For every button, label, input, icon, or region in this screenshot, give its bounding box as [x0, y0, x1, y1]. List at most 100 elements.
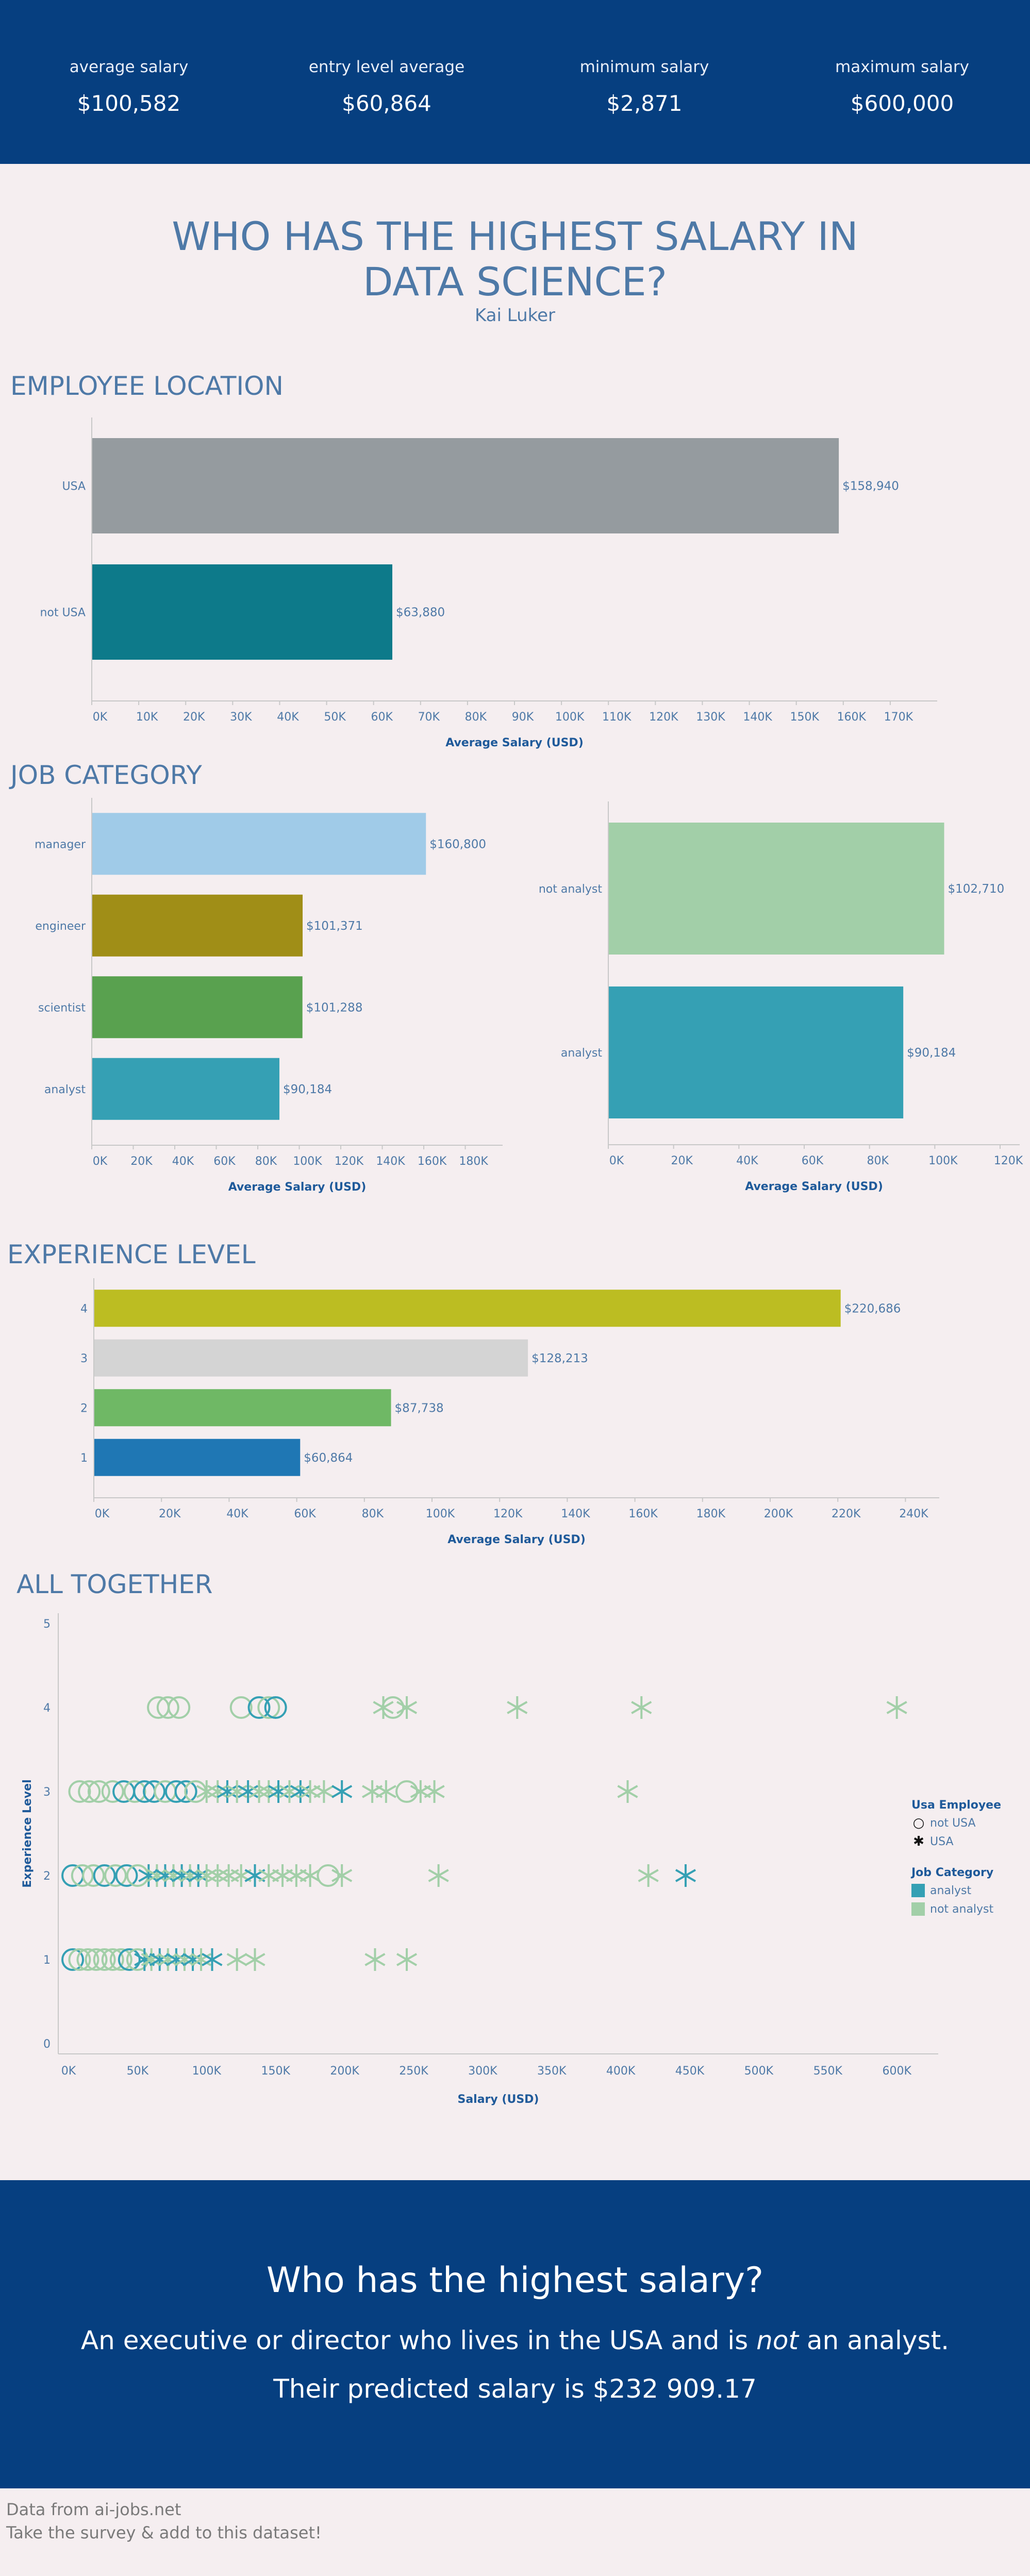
scatter-point-asterisk	[258, 1864, 279, 1887]
x-tick-label: 450K	[675, 2065, 705, 2078]
x-tick-label: 40K	[172, 1155, 194, 1168]
x-tick-label: 180K	[696, 1508, 726, 1520]
scatter-point-circle	[101, 1780, 124, 1803]
page-title-line-1: WHO HAS THE HIGHEST SALARY IN	[172, 213, 858, 259]
y-tick-label: 3	[43, 1786, 51, 1799]
x-tick-label: 60K	[371, 711, 393, 724]
scatter-point-asterisk	[165, 1948, 187, 1971]
x-tick-label: 140K	[376, 1155, 405, 1168]
scatter-point-asterisk	[218, 1864, 239, 1887]
x-tick-label: 110K	[602, 711, 632, 724]
x-tick-label: 100K	[293, 1155, 322, 1168]
scatter-point-circle	[156, 1696, 179, 1719]
scatter-point-circle	[174, 1780, 197, 1803]
x-tick-label: 120K	[335, 1155, 364, 1168]
data-label: $160,800	[429, 838, 486, 851]
y-tick-label: 4	[43, 1702, 51, 1715]
x-tick-label: 160K	[628, 1508, 658, 1520]
x-tick-label: 40K	[226, 1508, 248, 1520]
bar	[92, 564, 393, 660]
x-tick-label: 50K	[324, 711, 346, 724]
data-label: $158,940	[842, 480, 899, 493]
location-bar-chart: USA $158,940 not USA $63,880 0K 10K 20K 30K 40K 5…	[40, 417, 937, 749]
scatter-point-asterisk	[638, 1864, 659, 1887]
legend-title-color: Job Category	[911, 1866, 994, 1879]
scatter-point-asterisk	[617, 1780, 638, 1803]
page-title: WHO HAS THE HIGHEST SALARY IN DATA SCIEN…	[0, 214, 1030, 305]
x-tick-label: 50K	[127, 2065, 149, 2078]
x-tick-label: 20K	[130, 1155, 153, 1168]
analyst-swatch	[911, 1884, 925, 1897]
legend-item-usa: ✱ USA	[911, 1832, 1025, 1851]
x-tick-label: 130K	[696, 711, 725, 724]
scatter-point-asterisk	[171, 1864, 192, 1887]
x-tick-label: 60K	[294, 1508, 316, 1520]
data-label: $101,371	[306, 919, 363, 933]
kpi-label: average salary	[69, 58, 189, 76]
scatter-point-circle	[264, 1696, 287, 1719]
scatter-point-asterisk	[396, 1696, 418, 1719]
job-category-bar-chart: manager $160,800 engineer $101,371 scientist…	[35, 798, 503, 1194]
scatter-point-circle	[78, 1780, 101, 1803]
scatter-point-circle	[118, 1948, 141, 1971]
circle-icon: ○	[912, 1815, 925, 1831]
scatter-point-asterisk	[375, 1780, 396, 1803]
x-tick-label: 140K	[561, 1508, 590, 1520]
scatter-point-asterisk	[174, 1948, 195, 1971]
bar	[94, 1290, 841, 1327]
kpi-value: $2,871	[606, 91, 683, 116]
x-tick-label: 100K	[192, 2065, 222, 2078]
bar	[94, 1389, 391, 1427]
scatter-point-circle	[93, 1948, 116, 1971]
scatter-point-asterisk	[149, 1948, 170, 1971]
source-line-2: Take the survey & add to this dataset!	[6, 2523, 322, 2542]
kpi-maximum-salary: maximum salary $600,000	[799, 58, 1005, 116]
scatter-point-asterisk	[163, 1864, 184, 1887]
legend-label: USA	[930, 1835, 954, 1848]
x-tick-label: 600K	[882, 2065, 911, 2078]
scatter-point-asterisk	[217, 1780, 238, 1803]
category-label: scientist	[38, 1001, 86, 1014]
y-tick-label: 1	[43, 1954, 51, 1967]
scatter-point-asterisk	[244, 1864, 265, 1887]
scatter-point-circle	[68, 1948, 91, 1971]
legend-label: not analyst	[930, 1902, 994, 1916]
x-tick-label: 120K	[493, 1508, 523, 1520]
author: Kai Luker	[474, 305, 556, 326]
scatter-point-circle	[229, 1696, 253, 1719]
legend-item-analyst: analyst	[911, 1881, 1025, 1900]
category-label: analyst	[44, 1083, 86, 1096]
kpi-label: minimum salary	[579, 58, 709, 76]
data-label: $101,288	[306, 1001, 363, 1014]
x-tick-label: 120K	[649, 711, 678, 724]
scatter-point-circle	[115, 1864, 138, 1887]
scatter-point-asterisk	[886, 1696, 907, 1719]
scatter-point-asterisk	[286, 1864, 307, 1887]
scatter-point-asterisk	[196, 1780, 217, 1803]
bar	[94, 1339, 528, 1377]
x-tick-label: 150K	[790, 711, 819, 724]
scatter-point-asterisk	[290, 1780, 311, 1803]
scatter-point-asterisk	[300, 1780, 321, 1803]
x-tick-label: 500K	[744, 2065, 774, 2078]
scatter-point-asterisk	[424, 1780, 445, 1803]
y-tick-label: 0	[43, 2038, 51, 2051]
scatter-point-circle	[257, 1696, 280, 1719]
x-tick-label: 0K	[609, 1155, 624, 1167]
y-tick-label: 5	[43, 1618, 51, 1631]
scatter-point-asterisk	[146, 1864, 168, 1887]
scatter-point-circle	[123, 1780, 146, 1803]
scatter-point-asterisk	[362, 1780, 383, 1803]
bar	[609, 823, 944, 955]
x-tick-label: 170K	[884, 711, 913, 724]
scatter-point-circle	[71, 1864, 94, 1887]
answer-text-emphasis: not	[756, 2326, 799, 2355]
x-tick-label: 10K	[136, 711, 158, 724]
scatter-point-circle	[85, 1948, 108, 1971]
scatter-point-asterisk	[631, 1696, 652, 1719]
x-tick-label: 90K	[512, 711, 534, 724]
x-tick-label: 220K	[832, 1508, 861, 1520]
x-tick-label: 0K	[93, 711, 108, 724]
x-tick-label: 40K	[277, 711, 299, 724]
legend-item-not-usa: ○ not USA	[911, 1814, 1025, 1832]
